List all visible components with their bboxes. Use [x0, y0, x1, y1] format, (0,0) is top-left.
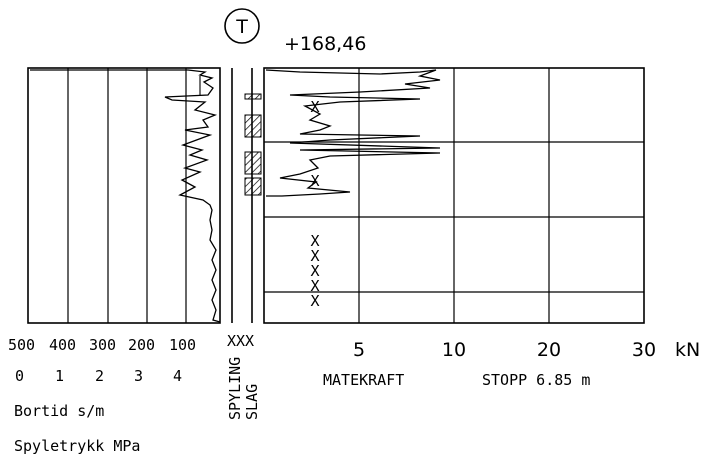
- stop-depth-label: STOPP 6.85 m: [482, 371, 590, 389]
- bortid-axis-label: Bortid s/m: [14, 402, 104, 420]
- bortid-tick: 500: [8, 336, 35, 354]
- spyletrykk-axis-label: Spyletrykk MPa: [14, 437, 140, 455]
- x-marker: X: [310, 247, 319, 265]
- bortid-tick: 300: [89, 336, 116, 354]
- x-marker: X: [310, 172, 319, 190]
- marker-symbol: T: [235, 16, 248, 38]
- slag-hatched-interval: [244, 177, 262, 196]
- matekraft-label: MATEKRAFT: [323, 371, 404, 389]
- bortid-tick: 400: [49, 336, 76, 354]
- x-marker: X: [310, 98, 319, 116]
- force-tick: 30: [632, 339, 656, 361]
- spyletrykk-tick: 0: [15, 367, 24, 385]
- spyletrykk-tick: 3: [134, 367, 143, 385]
- left-panel: 500 400 300 200 100 0 1 2 3 4 Bortid s/m…: [8, 67, 221, 455]
- left-panel-frame: [27, 67, 221, 324]
- spyling-marker-row: XXX: [227, 332, 254, 350]
- slag-hatched-interval: [244, 93, 262, 100]
- force-tick: 5: [353, 339, 365, 361]
- middle-panel: XXX SPYLING SLAG: [226, 68, 262, 420]
- matekraft-curve: [265, 69, 441, 197]
- slag-hatched-interval: [244, 151, 262, 175]
- marker-circle-icon: T: [224, 8, 260, 44]
- x-marker: X: [310, 262, 319, 280]
- force-unit: kN: [675, 339, 700, 361]
- x-marker: X: [310, 232, 319, 250]
- spyletrykk-tick: 1: [55, 367, 64, 385]
- force-tick: 20: [537, 339, 561, 361]
- spyling-label: SPYLING: [226, 357, 244, 420]
- slag-label: SLAG: [243, 384, 261, 420]
- bortid-curve: [30, 69, 221, 323]
- elevation-label: +168,46: [284, 33, 366, 55]
- force-tick: 10: [442, 339, 466, 361]
- spyletrykk-tick: 4: [173, 367, 182, 385]
- spyletrykk-tick: 2: [95, 367, 104, 385]
- bortid-tick: 100: [169, 336, 196, 354]
- bortid-tick: 200: [128, 336, 155, 354]
- x-marker: X: [310, 277, 319, 295]
- x-marker: X: [310, 292, 319, 310]
- right-panel: X X X X X X X 5 10 20 30 kN MATEKRAFT ST…: [263, 67, 700, 389]
- slag-hatched-interval: [244, 114, 262, 138]
